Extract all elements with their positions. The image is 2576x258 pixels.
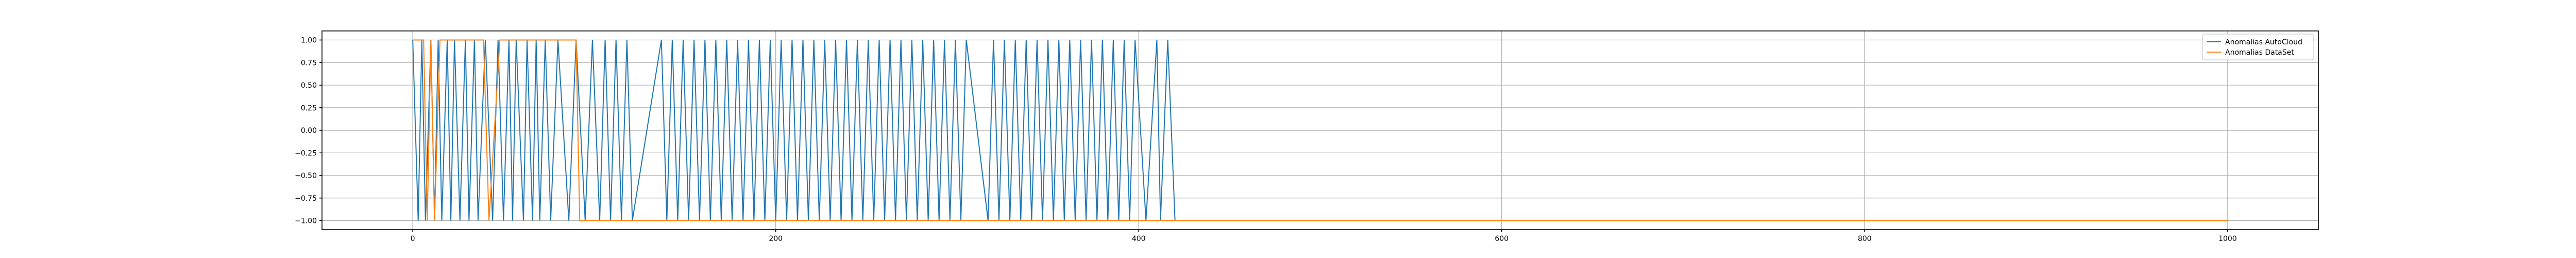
y-tick-label: 0.00: [301, 127, 317, 135]
x-tick-label: 600: [1495, 235, 1509, 243]
y-tick-label: −0.50: [295, 172, 317, 180]
y-tick-label: −1.00: [295, 217, 317, 225]
y-tick-label: 0.75: [301, 59, 317, 67]
y-tick-label: −0.75: [295, 195, 317, 203]
legend-label: Anomalias DataSet: [2225, 49, 2294, 57]
y-tick-label: −0.25: [295, 149, 317, 157]
x-tick-label: 400: [1132, 235, 1146, 243]
series-line-anomalias-dataset: [413, 39, 2228, 221]
axis-ticks: 0 200 400 600 800 1000 1.00 0.75 0.50 0.25 0.00 −0.…: [295, 37, 2237, 244]
x-tick-label: 800: [1858, 235, 1872, 243]
grid-lines: [322, 31, 2318, 230]
x-tick-label: 1000: [2218, 235, 2237, 243]
series-line-anomalias-autocloud: [412, 40, 1176, 221]
legend-label: Anomalias AutoCloud: [2225, 38, 2302, 46]
series-lines: [412, 39, 2228, 221]
y-tick-label: 1.00: [301, 37, 317, 45]
legend: Anomalias AutoCloud Anomalias DataSet: [2202, 34, 2314, 60]
x-tick-label: 0: [411, 235, 415, 243]
legend-box: [2202, 34, 2314, 60]
x-tick-label: 200: [769, 235, 783, 243]
y-tick-label: 0.50: [301, 82, 317, 90]
y-tick-label: 0.25: [301, 104, 317, 112]
